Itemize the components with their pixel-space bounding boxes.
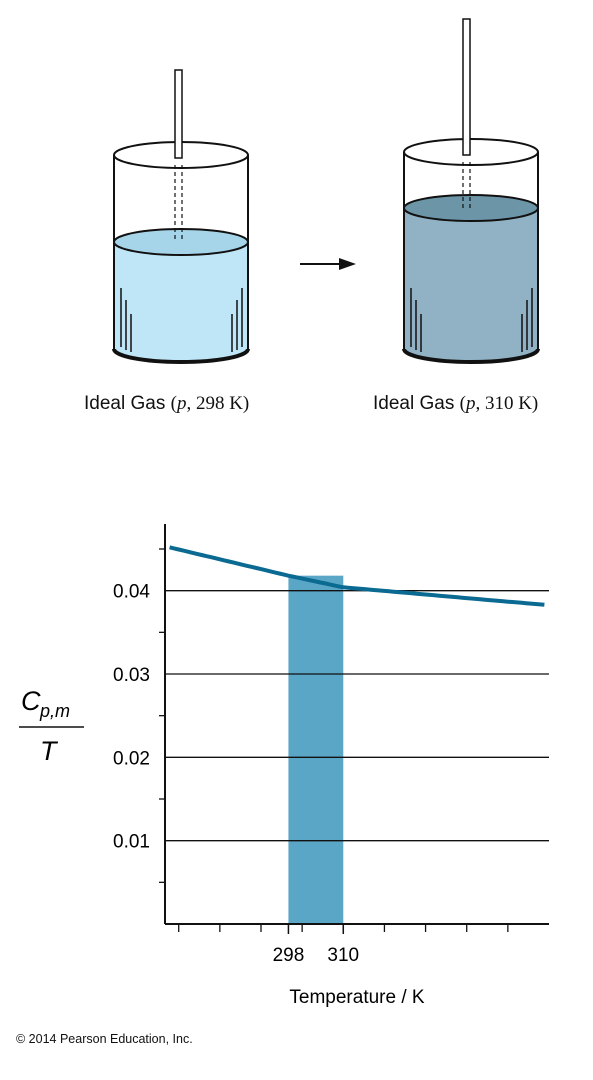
copyright-notice: © 2014 Pearson Education, Inc.	[16, 1032, 193, 1046]
thermometer-after	[462, 18, 471, 208]
caption-before-temp: 298 K	[195, 393, 243, 414]
caption-after-p: p	[465, 393, 476, 414]
caption-before: Ideal Gas (p, 298 K)	[84, 393, 250, 414]
arrow-icon	[300, 258, 356, 270]
container-after	[402, 18, 540, 364]
y-axis-label: C p,m T	[19, 686, 84, 766]
y-tick-label: 0.02	[113, 748, 150, 769]
y-tick-label: 0.03	[113, 665, 150, 686]
container-before	[112, 69, 250, 364]
liquid-after	[404, 195, 538, 362]
caption-after: Ideal Gas (p, 310 K)	[373, 393, 539, 414]
x-axis-label: Temperature / K	[289, 987, 424, 1008]
chart: 0.01 0.02 0.03 0.04 298 310 C p,m T Temperat…	[19, 524, 549, 1008]
caption-after-gas: Ideal Gas	[373, 393, 455, 414]
x-tick-label: 310	[327, 945, 359, 966]
liquid-surface-before	[113, 228, 249, 256]
series-curve	[169, 545, 545, 607]
y-tick-label: 0.01	[113, 832, 150, 853]
caption-before-gas: Ideal Gas	[84, 393, 166, 414]
thermometer-before	[174, 69, 183, 242]
y-label-t: T	[40, 736, 59, 766]
caption-after-temp: 310 K	[484, 393, 532, 414]
y-label-sub: p,m	[39, 701, 70, 721]
liquid-before	[114, 229, 248, 362]
x-tick-label: 298	[273, 945, 305, 966]
y-tick-label: 0.04	[113, 582, 150, 603]
caption-before-p: p	[176, 393, 187, 414]
shaded-area	[288, 575, 344, 924]
y-label-c: C	[21, 686, 41, 716]
liquid-surface-after	[403, 194, 539, 222]
